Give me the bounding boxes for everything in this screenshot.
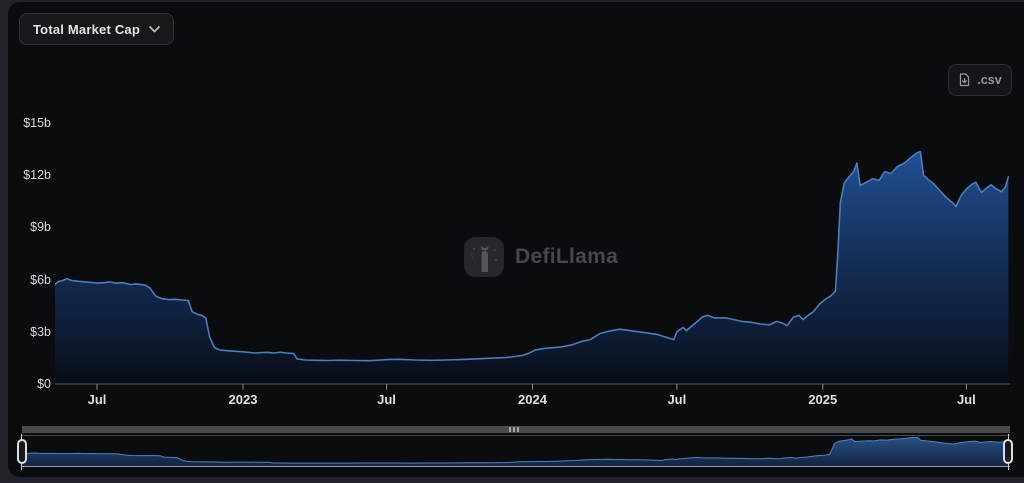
y-axis-label: $3b bbox=[30, 324, 51, 339]
x-axis-label: Jul bbox=[87, 392, 107, 407]
main-area-chart[interactable] bbox=[55, 110, 1010, 394]
metric-dropdown-label: Total Market Cap bbox=[33, 21, 140, 37]
x-axis-label: Jul bbox=[956, 392, 976, 407]
x-axis-label: 2025 bbox=[808, 392, 838, 407]
y-axis-label: $9b bbox=[30, 220, 51, 235]
navigator-line bbox=[22, 436, 1009, 464]
market-cap-line bbox=[55, 150, 1010, 362]
csv-button-label: .csv bbox=[977, 73, 1002, 87]
download-csv-button[interactable]: .csv bbox=[948, 64, 1012, 96]
navigator-mini-chart[interactable] bbox=[22, 433, 1010, 469]
navigator-left-handle[interactable] bbox=[17, 439, 27, 464]
y-axis-label: $15b bbox=[23, 116, 51, 130]
x-axis-ticks bbox=[96, 384, 967, 390]
x-axis-label: 2023 bbox=[228, 392, 258, 407]
navigator-scrollbar-track[interactable] bbox=[22, 426, 1010, 433]
x-axis-label: Jul bbox=[667, 392, 687, 407]
file-download-icon bbox=[960, 73, 970, 87]
navigator-right-handle[interactable] bbox=[1003, 439, 1013, 464]
metric-dropdown-button[interactable]: Total Market Cap bbox=[19, 13, 174, 45]
x-axis-label: Jul bbox=[377, 392, 396, 407]
navigator-scrollbar-grip[interactable] bbox=[506, 427, 522, 432]
y-axis-label: $6b bbox=[30, 272, 51, 287]
market-cap-area bbox=[55, 151, 1009, 384]
y-axis-label: $0 bbox=[37, 377, 51, 391]
x-axis-label: 2024 bbox=[518, 392, 547, 407]
chevron-down-icon bbox=[149, 25, 160, 32]
y-axis-label: $12b bbox=[23, 168, 51, 183]
